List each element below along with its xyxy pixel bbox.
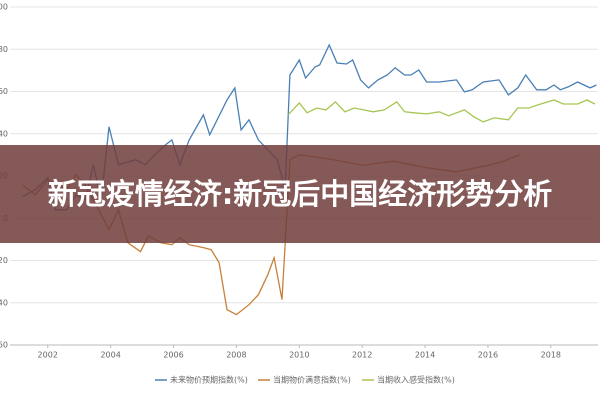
series-line: [287, 99, 596, 123]
y-tick-label: 60: [0, 87, 8, 96]
x-tick-label: 2018: [541, 351, 561, 360]
x-tick-label: 2002: [38, 351, 58, 360]
x-tick-label: 2004: [100, 351, 120, 360]
legend-label: 当期收入感受指数(%): [377, 375, 455, 385]
y-tick-label: 40: [0, 129, 8, 138]
x-tick-label: 2010: [289, 351, 309, 360]
legend-label: 当期物价满意指数(%): [273, 375, 351, 385]
y-tick-label: 80: [0, 45, 8, 54]
y-tick-label: -20: [0, 256, 8, 265]
x-tick-label: 2008: [226, 351, 246, 360]
y-tick-label: -40: [0, 298, 8, 307]
x-tick-label: 2006: [163, 351, 183, 360]
chart-title: 新冠疫情经济:新冠后中国经济形势分析: [47, 177, 553, 211]
x-tick-label: 2016: [478, 351, 498, 360]
x-tick-label: 2014: [415, 351, 435, 360]
x-tick-label: 2012: [352, 351, 372, 360]
title-banner: 新冠疫情经济:新冠后中国经济形势分析: [0, 145, 600, 243]
y-tick-label: -60: [0, 341, 8, 350]
y-tick-label: 100: [0, 3, 8, 12]
legend-label: 未来物价预期指数(%): [170, 375, 248, 385]
